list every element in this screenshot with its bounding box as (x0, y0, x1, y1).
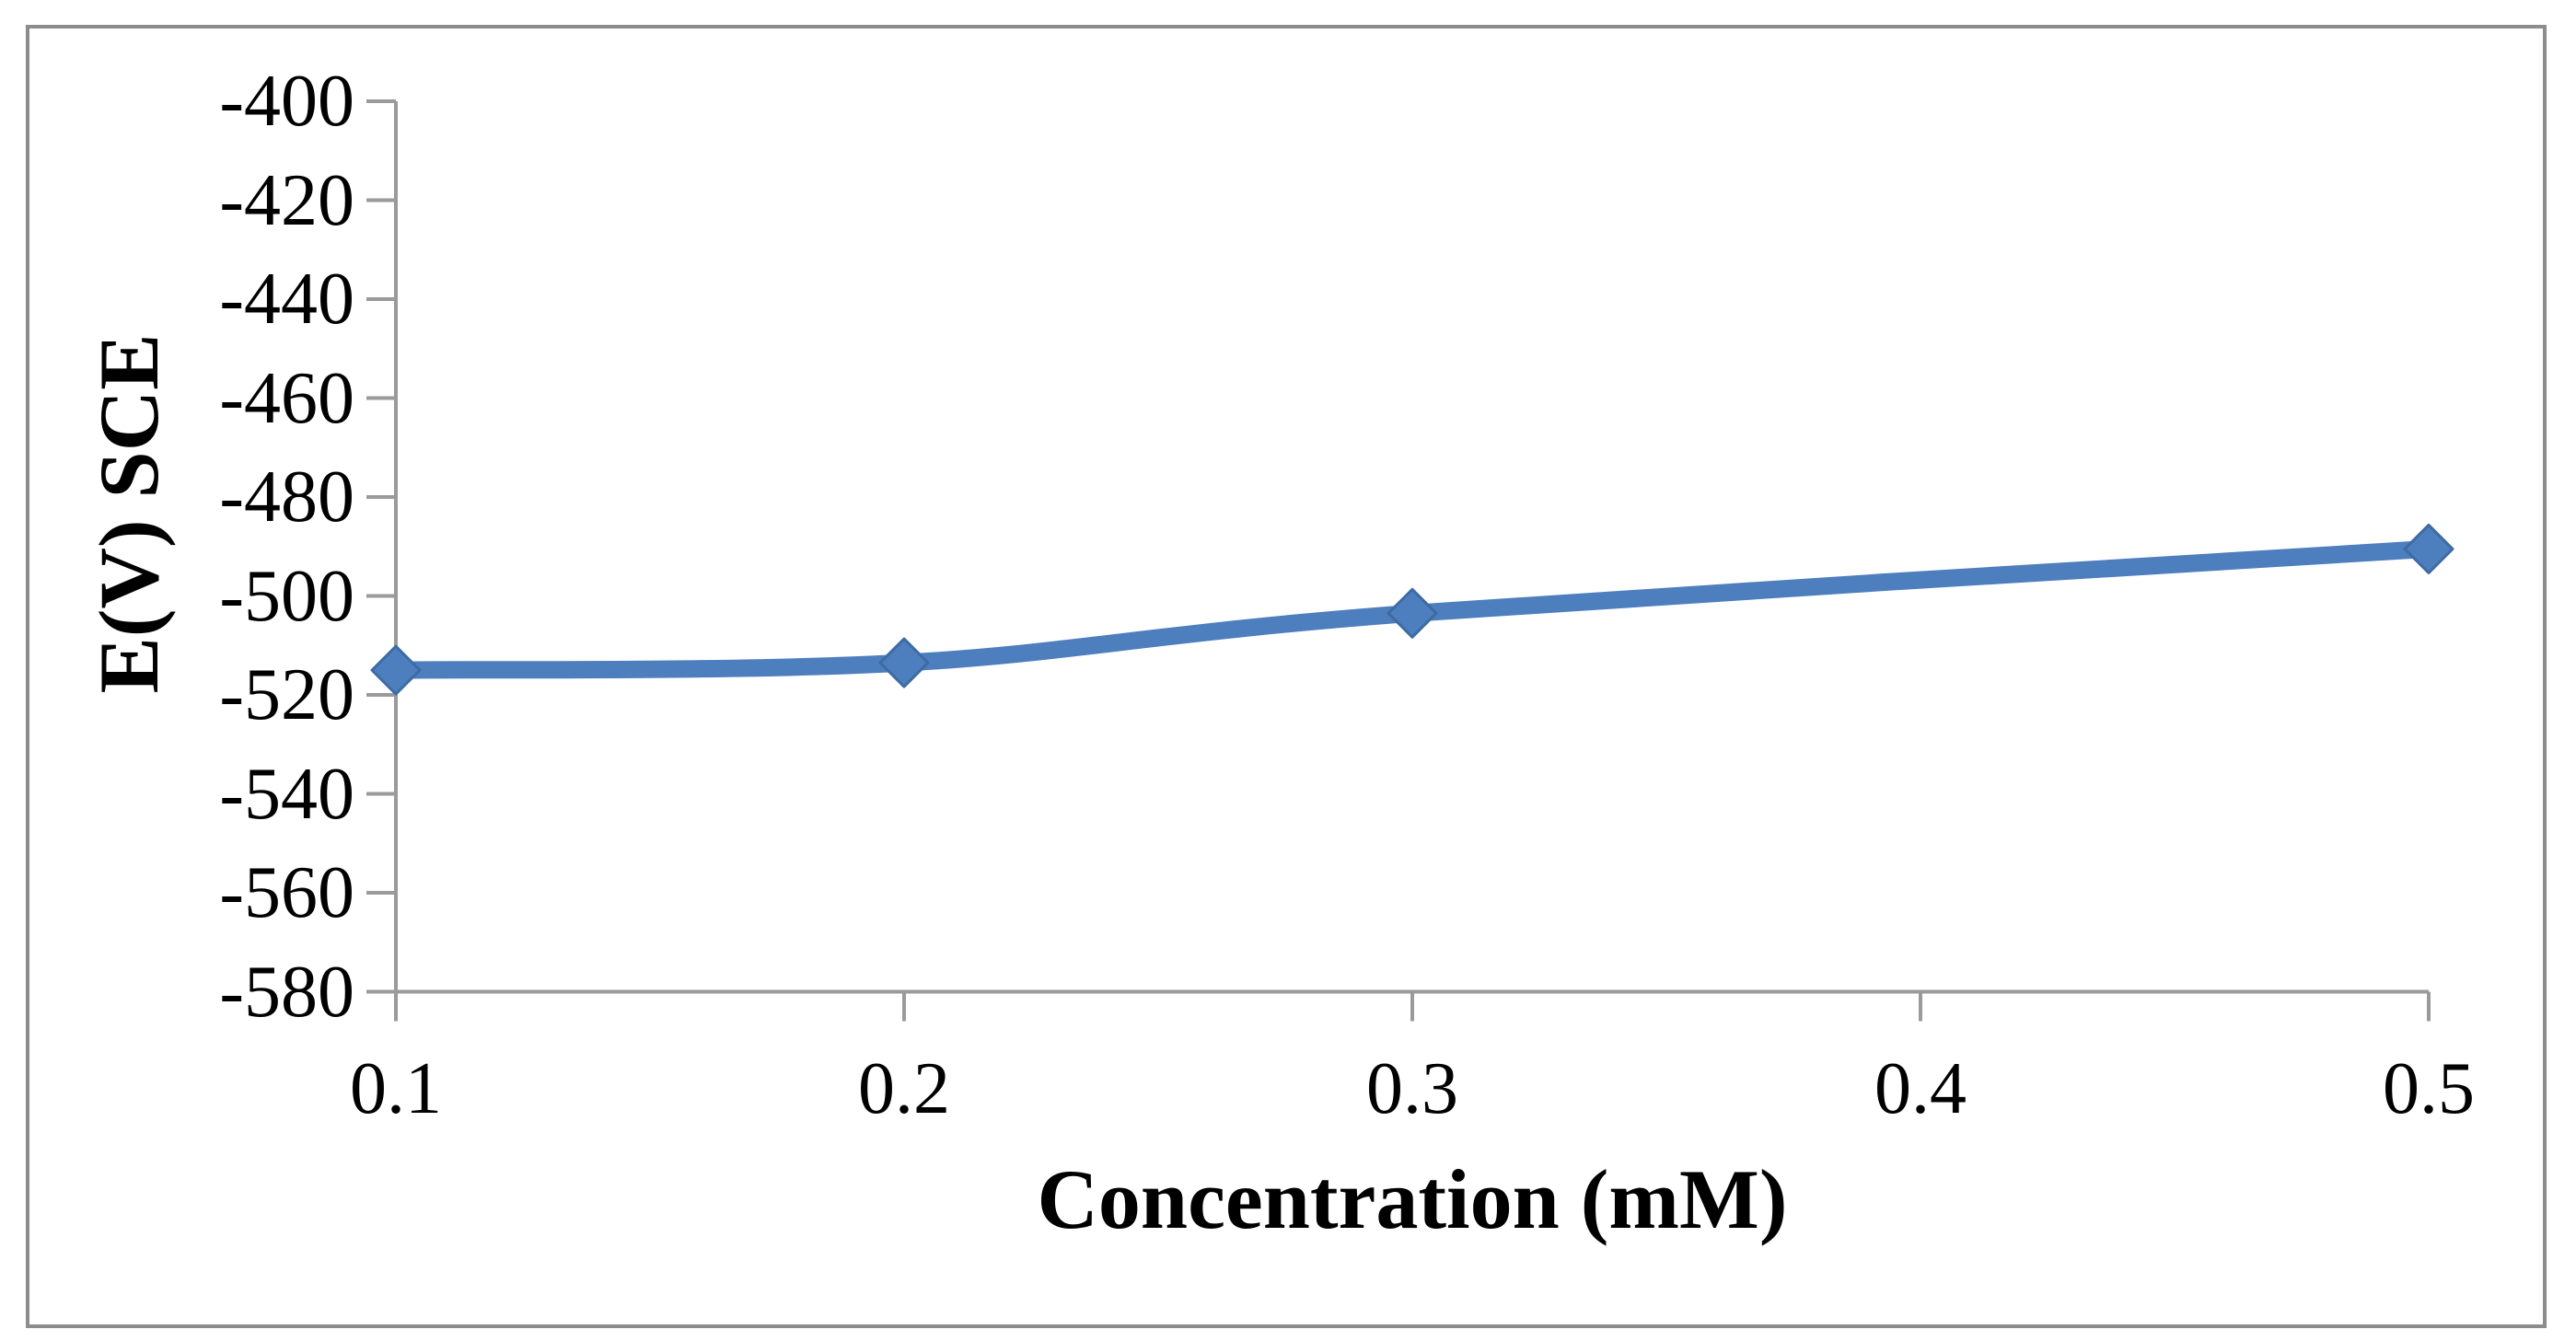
y-tick-label: -500 (219, 555, 354, 637)
x-tick-label: 0.4 (1874, 1048, 1967, 1129)
data-point-marker (370, 644, 422, 696)
axes-layer (366, 99, 2431, 1022)
y-tick-label: -440 (219, 259, 354, 340)
y-tick-label: -540 (219, 753, 354, 835)
y-tick-label: -480 (219, 457, 354, 538)
x-axis-title: Concentration (mM) (1037, 1152, 1788, 1246)
y-tick-label: -520 (219, 654, 354, 735)
x-tick-label: 0.3 (1366, 1048, 1458, 1129)
y-tick-label: -560 (219, 852, 354, 933)
data-point-marker (2403, 523, 2454, 574)
x-tick-label: 0.2 (858, 1048, 950, 1129)
x-tick-label: 0.1 (350, 1048, 442, 1129)
data-point-marker (1387, 587, 1438, 639)
x-tick-label: 0.5 (2383, 1048, 2475, 1129)
y-tick-label: -460 (219, 357, 354, 439)
y-tick-label: -400 (219, 61, 354, 142)
y-tick-label: -420 (219, 159, 354, 241)
series-line (387, 539, 2438, 679)
line-series (370, 523, 2454, 696)
data-point-marker (878, 637, 930, 688)
y-tick-label: -580 (219, 951, 354, 1033)
y-axis-title: E(V) SCE (82, 333, 176, 694)
